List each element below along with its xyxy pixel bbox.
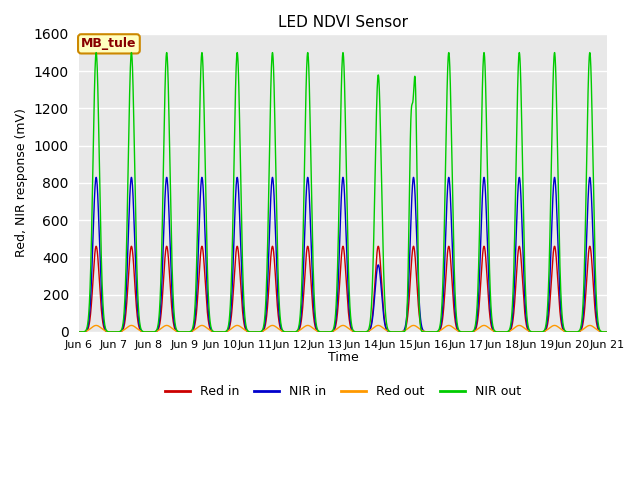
Y-axis label: Red, NIR response (mV): Red, NIR response (mV) [15,108,28,257]
X-axis label: Time: Time [328,351,358,364]
Legend: Red in, NIR in, Red out, NIR out: Red in, NIR in, Red out, NIR out [160,380,526,403]
Title: LED NDVI Sensor: LED NDVI Sensor [278,15,408,30]
Text: MB_tule: MB_tule [81,37,137,50]
